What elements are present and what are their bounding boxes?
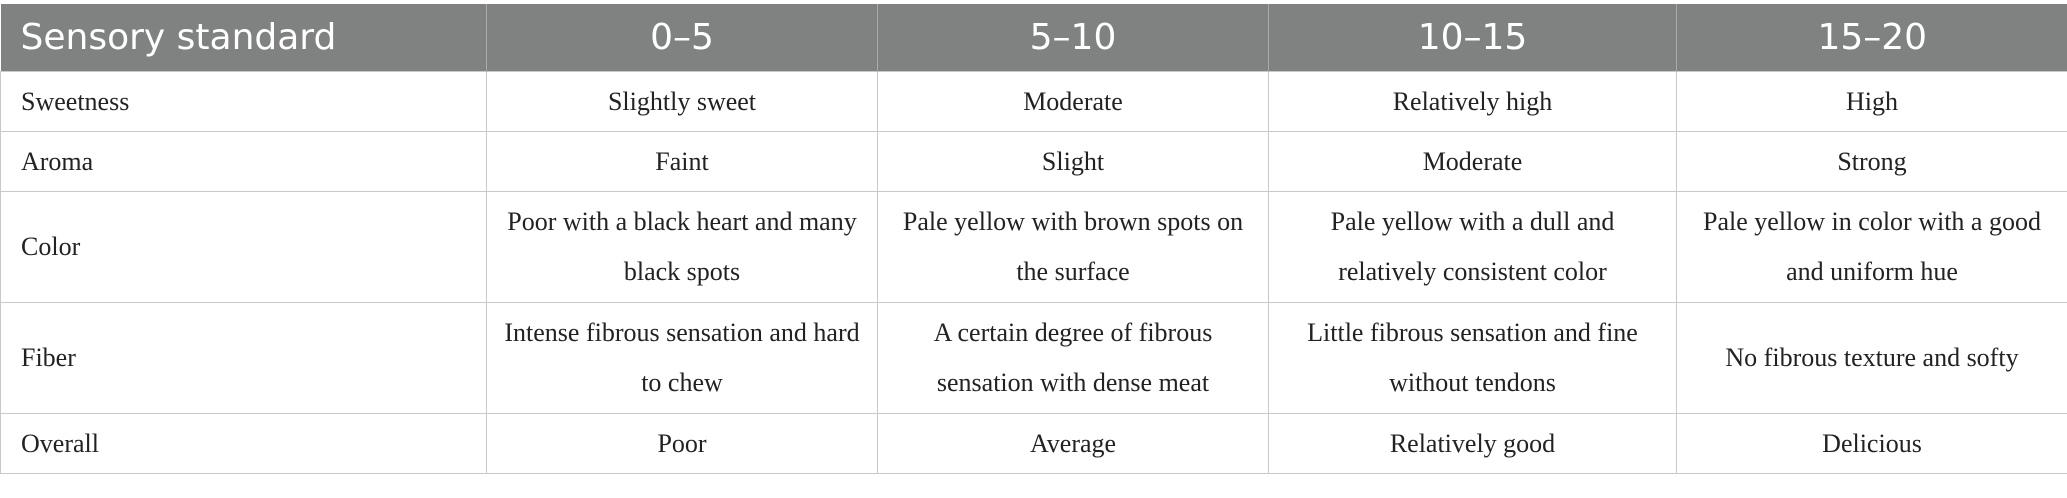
column-header-sensory-standard: Sensory standard (0, 4, 487, 72)
table-cell: Slight (877, 131, 1269, 192)
table-cell: A certain degree of fibrous sensation wi… (877, 302, 1269, 414)
table-cell: Pale yellow with brown spots on the surf… (877, 191, 1269, 303)
table-row-color: Color Poor with a black heart and many b… (0, 191, 2067, 303)
row-label: Sweetness (0, 71, 487, 132)
column-header-0-5: 0–5 (486, 4, 878, 72)
column-header-15-20: 15–20 (1676, 4, 2067, 72)
table-cell: Delicious (1676, 413, 2067, 474)
table-row-overall: Overall Poor Average Relatively good Del… (0, 413, 2067, 474)
table-cell: Faint (486, 131, 878, 192)
table-cell: Moderate (877, 71, 1269, 132)
table-cell: Pale yellow with a dull and relatively c… (1268, 191, 1677, 303)
row-label: Color (0, 191, 487, 303)
column-header-5-10: 5–10 (877, 4, 1269, 72)
table-row-fiber: Fiber Intense fibrous sensation and hard… (0, 302, 2067, 414)
table-row-sweetness: Sweetness Slightly sweet Moderate Relati… (0, 71, 2067, 132)
table-cell: Poor with a black heart and many black s… (486, 191, 878, 303)
table-cell: Slightly sweet (486, 71, 878, 132)
table-cell: Intense fibrous sensation and hard to ch… (486, 302, 878, 414)
row-label: Fiber (0, 302, 487, 414)
table-cell: Moderate (1268, 131, 1677, 192)
table-row-aroma: Aroma Faint Slight Moderate Strong (0, 131, 2067, 192)
table-cell: Average (877, 413, 1269, 474)
header-row: Sensory standard 0–5 5–10 10–15 15–20 (0, 4, 2067, 72)
table-cell: Little fibrous sensation and fine withou… (1268, 302, 1677, 414)
table-cell: High (1676, 71, 2067, 132)
row-label: Aroma (0, 131, 487, 192)
table-cell: Relatively high (1268, 71, 1677, 132)
row-label: Overall (0, 413, 487, 474)
table-cell: Poor (486, 413, 878, 474)
sensory-standard-table: Sensory standard 0–5 5–10 10–15 15–20 Sw… (0, 4, 2067, 474)
column-header-10-15: 10–15 (1268, 4, 1677, 72)
table-cell: Strong (1676, 131, 2067, 192)
table-cell: Pale yellow in color with a good and uni… (1676, 191, 2067, 303)
sensory-standard-table-container: Sensory standard 0–5 5–10 10–15 15–20 Sw… (0, 4, 2067, 474)
table-cell: Relatively good (1268, 413, 1677, 474)
table-cell: No fibrous texture and softy (1676, 302, 2067, 414)
